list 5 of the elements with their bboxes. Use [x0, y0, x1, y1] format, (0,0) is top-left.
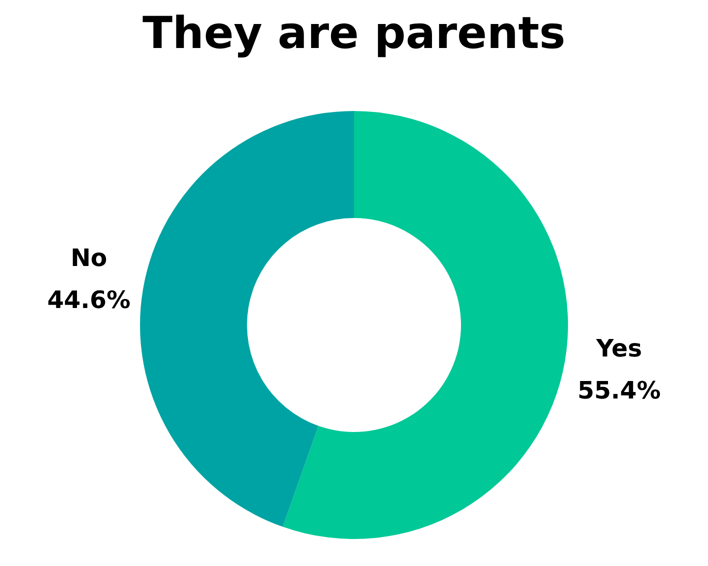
data-label: 55.4%	[578, 376, 661, 405]
data-label: 44.6%	[47, 286, 130, 314]
slice-label: Yes	[595, 334, 642, 363]
slice-label: No	[70, 244, 108, 272]
chart-title: They are parents	[141, 7, 566, 61]
